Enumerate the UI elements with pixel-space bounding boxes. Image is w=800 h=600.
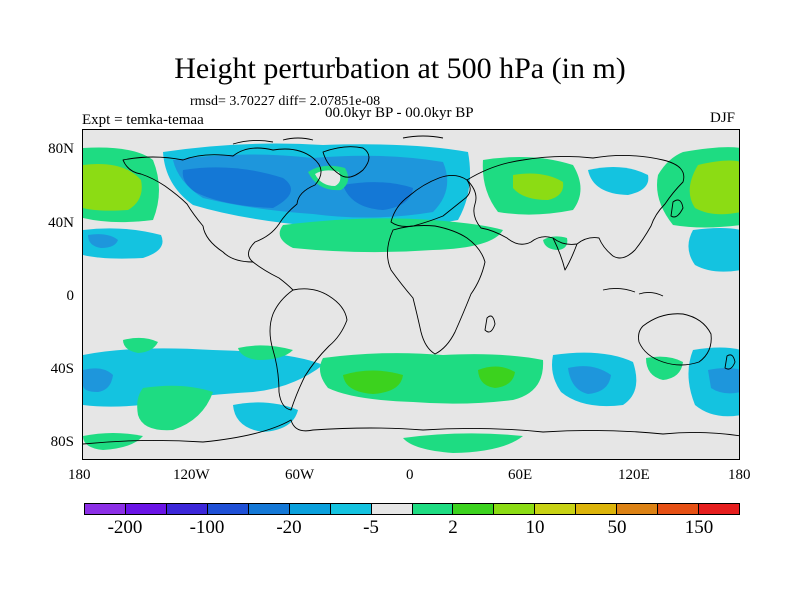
coast-africa xyxy=(387,225,486,355)
colorbar-label: 50 xyxy=(607,517,627,538)
coast-indonesia xyxy=(602,287,664,297)
colorbar-swatch xyxy=(248,504,290,514)
coastlines xyxy=(83,135,739,445)
coast-greenland xyxy=(322,146,370,178)
x-tick-label: 60E xyxy=(508,467,533,483)
contour-pac-west-yellowgreen xyxy=(83,164,142,211)
contour-eurasia-yellowgreen xyxy=(513,173,564,200)
experiment-label: Expt = temka-temaa xyxy=(82,112,204,128)
y-tick-label: 40N xyxy=(48,215,74,231)
contour-sh-green-e xyxy=(646,356,683,380)
x-tick-label: 180 xyxy=(68,467,91,483)
rmsd-diff-stats: rmsd= 3.70227 diff= 2.07851e-08 xyxy=(190,94,381,109)
y-tick-label: 80S xyxy=(50,434,74,450)
coast-europe xyxy=(390,175,471,227)
coast-japan xyxy=(670,199,684,218)
colorbar-swatch xyxy=(535,504,577,514)
y-tick-label: 80N xyxy=(48,141,74,157)
height-perturbation-map xyxy=(83,135,739,453)
x-tick-label: 120E xyxy=(618,467,650,483)
coast-central-america xyxy=(252,261,294,291)
coast-new-zealand xyxy=(724,354,736,370)
colorbar-label: 2 xyxy=(448,517,458,538)
coast-madagascar xyxy=(484,315,496,333)
period-label: 00.0kyr BP - 00.0kyr BP xyxy=(325,105,474,121)
colorbar-label: -5 xyxy=(363,517,379,538)
colorbar-swatch xyxy=(166,504,208,514)
colorbar-swatch xyxy=(125,504,167,514)
colorbar-swatch xyxy=(699,504,739,514)
contour-pac-sub-blue-light-e xyxy=(688,228,739,272)
contour-ant-blue-light xyxy=(233,402,298,432)
contour-natl-gray xyxy=(315,170,341,186)
x-tick-label: 60W xyxy=(285,467,315,483)
x-tick-label: 180 xyxy=(728,467,751,483)
colorbar-swatch xyxy=(371,504,413,514)
colorbar-swatch xyxy=(494,504,536,514)
contour-sh-green-w xyxy=(137,385,213,431)
colorbar-label: -20 xyxy=(276,517,302,538)
coast-north-america xyxy=(122,147,322,263)
x-tick-label: 120W xyxy=(173,467,210,483)
contour-sh-green-dark-2 xyxy=(478,366,515,388)
contour-sh-blue-w xyxy=(83,368,113,392)
contour-pac-sub-blue-w xyxy=(88,234,118,248)
colorbar-label: 10 xyxy=(525,517,545,538)
colorbar-swatch xyxy=(617,504,659,514)
colorbar-swatch xyxy=(412,504,454,514)
contour-sh-green-small xyxy=(123,337,158,353)
colorbar-swatch xyxy=(576,504,618,514)
coast-asia xyxy=(466,154,685,259)
coast-australia xyxy=(638,313,712,366)
colorbar-swatch xyxy=(453,504,495,514)
contour-sh-green-small2 xyxy=(238,345,293,360)
coast-arctic-islands xyxy=(232,135,444,145)
y-tick-label: 40S xyxy=(50,361,74,377)
coast-south-america xyxy=(269,288,348,411)
colorbar-label: -100 xyxy=(189,517,225,538)
plot-title: Height perturbation at 500 hPa (in m) xyxy=(174,52,626,85)
coast-india xyxy=(552,237,578,271)
contour-siberia-blue-light xyxy=(588,166,649,195)
colorbar-label: 150 xyxy=(684,517,714,538)
contour-pac-east-yellowgreen xyxy=(689,160,739,215)
colorbar-swatch xyxy=(289,504,331,514)
x-tick-label: 0 xyxy=(406,467,414,483)
contour-ant-green-c xyxy=(403,433,523,453)
colorbar-label: -200 xyxy=(107,517,143,538)
colorbar-swatch xyxy=(207,504,249,514)
season-label: DJF xyxy=(710,110,736,126)
contour-sh-blue-e xyxy=(568,366,611,394)
y-tick-label: 0 xyxy=(66,288,75,304)
coast-antarctica xyxy=(83,419,739,445)
contour-sh-blue-far-e xyxy=(708,368,739,394)
colorbar-swatch xyxy=(330,504,372,514)
contour-sh-green-dark-1 xyxy=(343,370,403,394)
contour-atl-blue-dark xyxy=(343,182,413,210)
map-panel xyxy=(82,129,740,460)
colorbar-swatch xyxy=(85,504,126,514)
colorbar xyxy=(84,503,740,515)
colorbar-swatch xyxy=(658,504,700,514)
contour-na-blue-dark xyxy=(182,167,291,208)
contour-fields xyxy=(83,143,739,453)
